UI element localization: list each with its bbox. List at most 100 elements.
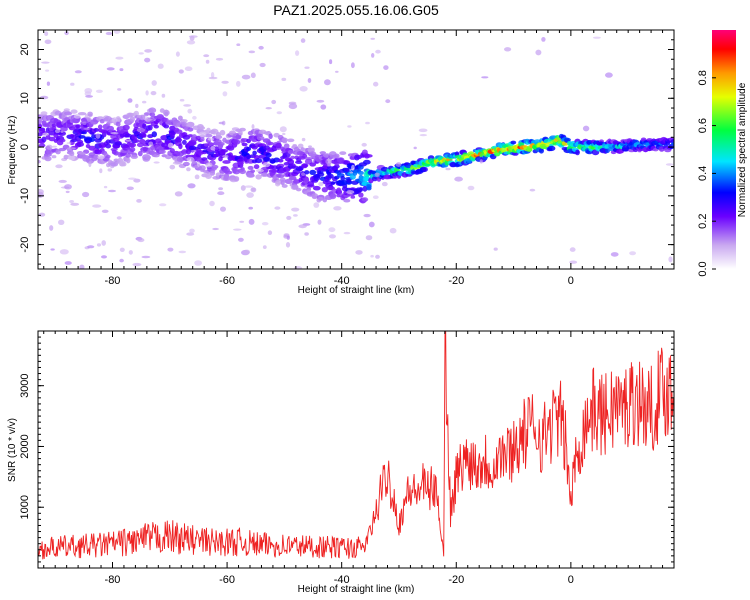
spectrogram-cell xyxy=(256,136,265,141)
spectrogram-noise xyxy=(504,47,512,52)
spectrogram-noise xyxy=(328,227,336,233)
spectrogram-cell xyxy=(241,142,248,147)
spectrogram-noise xyxy=(385,99,391,104)
x-tick-label: -20 xyxy=(448,574,464,586)
x-tick-label: -20 xyxy=(448,275,464,287)
spectrogram-cell xyxy=(327,173,334,179)
spectrogram-cell xyxy=(38,159,41,164)
spectrogram-noise xyxy=(65,190,70,194)
spectrogram-cell xyxy=(181,149,188,155)
spectrogram-noise xyxy=(238,237,244,242)
spectrogram-cell xyxy=(158,149,166,154)
spectrogram-noise xyxy=(231,127,240,131)
spectrogram-noise xyxy=(159,203,167,207)
spectrogram-cell xyxy=(139,139,146,144)
spectrogram-noise xyxy=(291,207,300,212)
spectrogram-noise xyxy=(239,220,245,223)
spectrogram-cell xyxy=(295,160,303,164)
spectrogram-cell xyxy=(343,198,351,203)
spectrogram-cell xyxy=(358,187,364,192)
spectrogram-noise xyxy=(467,185,475,191)
spectrogram-noise xyxy=(117,88,122,91)
spectrogram-cell xyxy=(297,143,304,149)
spectrogram-cell xyxy=(250,169,256,173)
spectrogram-noise xyxy=(119,68,124,72)
spectrogram-noise xyxy=(389,227,397,234)
spectrogram-noise xyxy=(82,121,87,125)
chart-title: PAZ1.2025.055.16.06.G05 xyxy=(273,2,439,18)
spectrogram-cell xyxy=(358,192,364,198)
snr-marks xyxy=(38,331,674,560)
spectrogram-cell xyxy=(40,111,48,115)
spectrogram-cell xyxy=(216,132,221,138)
y-tick-label: 2000 xyxy=(19,434,31,458)
spectrogram-noise xyxy=(52,145,57,148)
spectrogram-cell xyxy=(183,161,190,166)
spectrogram-noise xyxy=(325,158,333,165)
spectrogram-cell xyxy=(262,172,268,177)
spectrogram-noise xyxy=(103,185,108,189)
spectrogram-noise xyxy=(55,164,63,169)
spectrogram-cell xyxy=(113,151,120,156)
spectrogram-cell xyxy=(357,170,364,175)
spectrogram-cell xyxy=(204,133,213,138)
spectrogram-cell xyxy=(329,193,337,200)
spectrogram-cell xyxy=(247,165,254,170)
spectrogram-cell xyxy=(201,157,208,161)
spectrogram-noise xyxy=(105,31,113,36)
spectrogram-noise xyxy=(267,230,273,235)
spectrogram-noise xyxy=(161,93,166,98)
y-tick-label: 20 xyxy=(19,43,31,55)
spectrogram-noise xyxy=(186,40,196,45)
spectrogram-noise xyxy=(445,167,451,171)
spectrogram-noise xyxy=(106,67,115,71)
spectrogram-cell xyxy=(321,187,328,193)
spectrogram-noise xyxy=(629,251,636,256)
spectrogram-noise xyxy=(605,72,613,78)
spectrogram-noise xyxy=(258,45,264,50)
spectrogram-cell xyxy=(304,177,310,183)
spectrogram-cell xyxy=(51,123,57,128)
spectrogram-noise xyxy=(610,252,619,257)
spectrogram-noise xyxy=(291,184,299,190)
x-tick-label: -60 xyxy=(219,574,235,586)
spectrogram-cell xyxy=(309,169,317,175)
spectrogram-cell xyxy=(199,165,206,171)
spectrogram-cell xyxy=(336,187,342,193)
spectrogram-noise xyxy=(119,247,125,252)
x-tick-label: 0 xyxy=(568,275,574,287)
spectrogram-noise xyxy=(84,113,89,119)
spectrogram-noise xyxy=(493,247,498,251)
spectrogram-noise xyxy=(70,82,75,86)
spectrogram-noise xyxy=(153,161,160,164)
spectrogram-cell xyxy=(181,121,188,128)
spectrogram-noise xyxy=(107,168,113,172)
spectrogram-noise xyxy=(208,76,218,80)
spectrogram-noise xyxy=(262,245,267,250)
spectrogram-noise xyxy=(248,50,256,54)
spectrogram-noise xyxy=(145,90,149,96)
spectrogram-cell xyxy=(209,170,216,176)
spectrogram-cell xyxy=(344,167,350,172)
spectrogram-cell xyxy=(222,160,231,164)
x-tick-label: -80 xyxy=(105,574,121,586)
spectrogram-noise xyxy=(87,245,95,249)
spectrogram-noise xyxy=(55,129,61,134)
spectrogram-noise xyxy=(318,182,324,187)
spectrogram-noise xyxy=(187,108,193,114)
spectrogram-cell xyxy=(258,133,263,137)
spectrogram-noise xyxy=(413,146,417,150)
spectrogram-noise xyxy=(66,147,76,150)
spectrogram-cell xyxy=(164,111,169,117)
spectrogram-cell xyxy=(284,178,293,184)
spectrogram-noise xyxy=(298,224,307,229)
spectrogram-noise xyxy=(271,99,277,105)
spectrogram-cell xyxy=(283,143,290,149)
spectrogram-noise xyxy=(209,200,215,207)
spectrogram-noise xyxy=(144,49,153,53)
spectrogram-cell xyxy=(51,155,57,159)
spectrogram-noise xyxy=(262,162,271,168)
spectrogram-noise xyxy=(79,264,85,269)
spectrogram-cell xyxy=(151,131,157,138)
